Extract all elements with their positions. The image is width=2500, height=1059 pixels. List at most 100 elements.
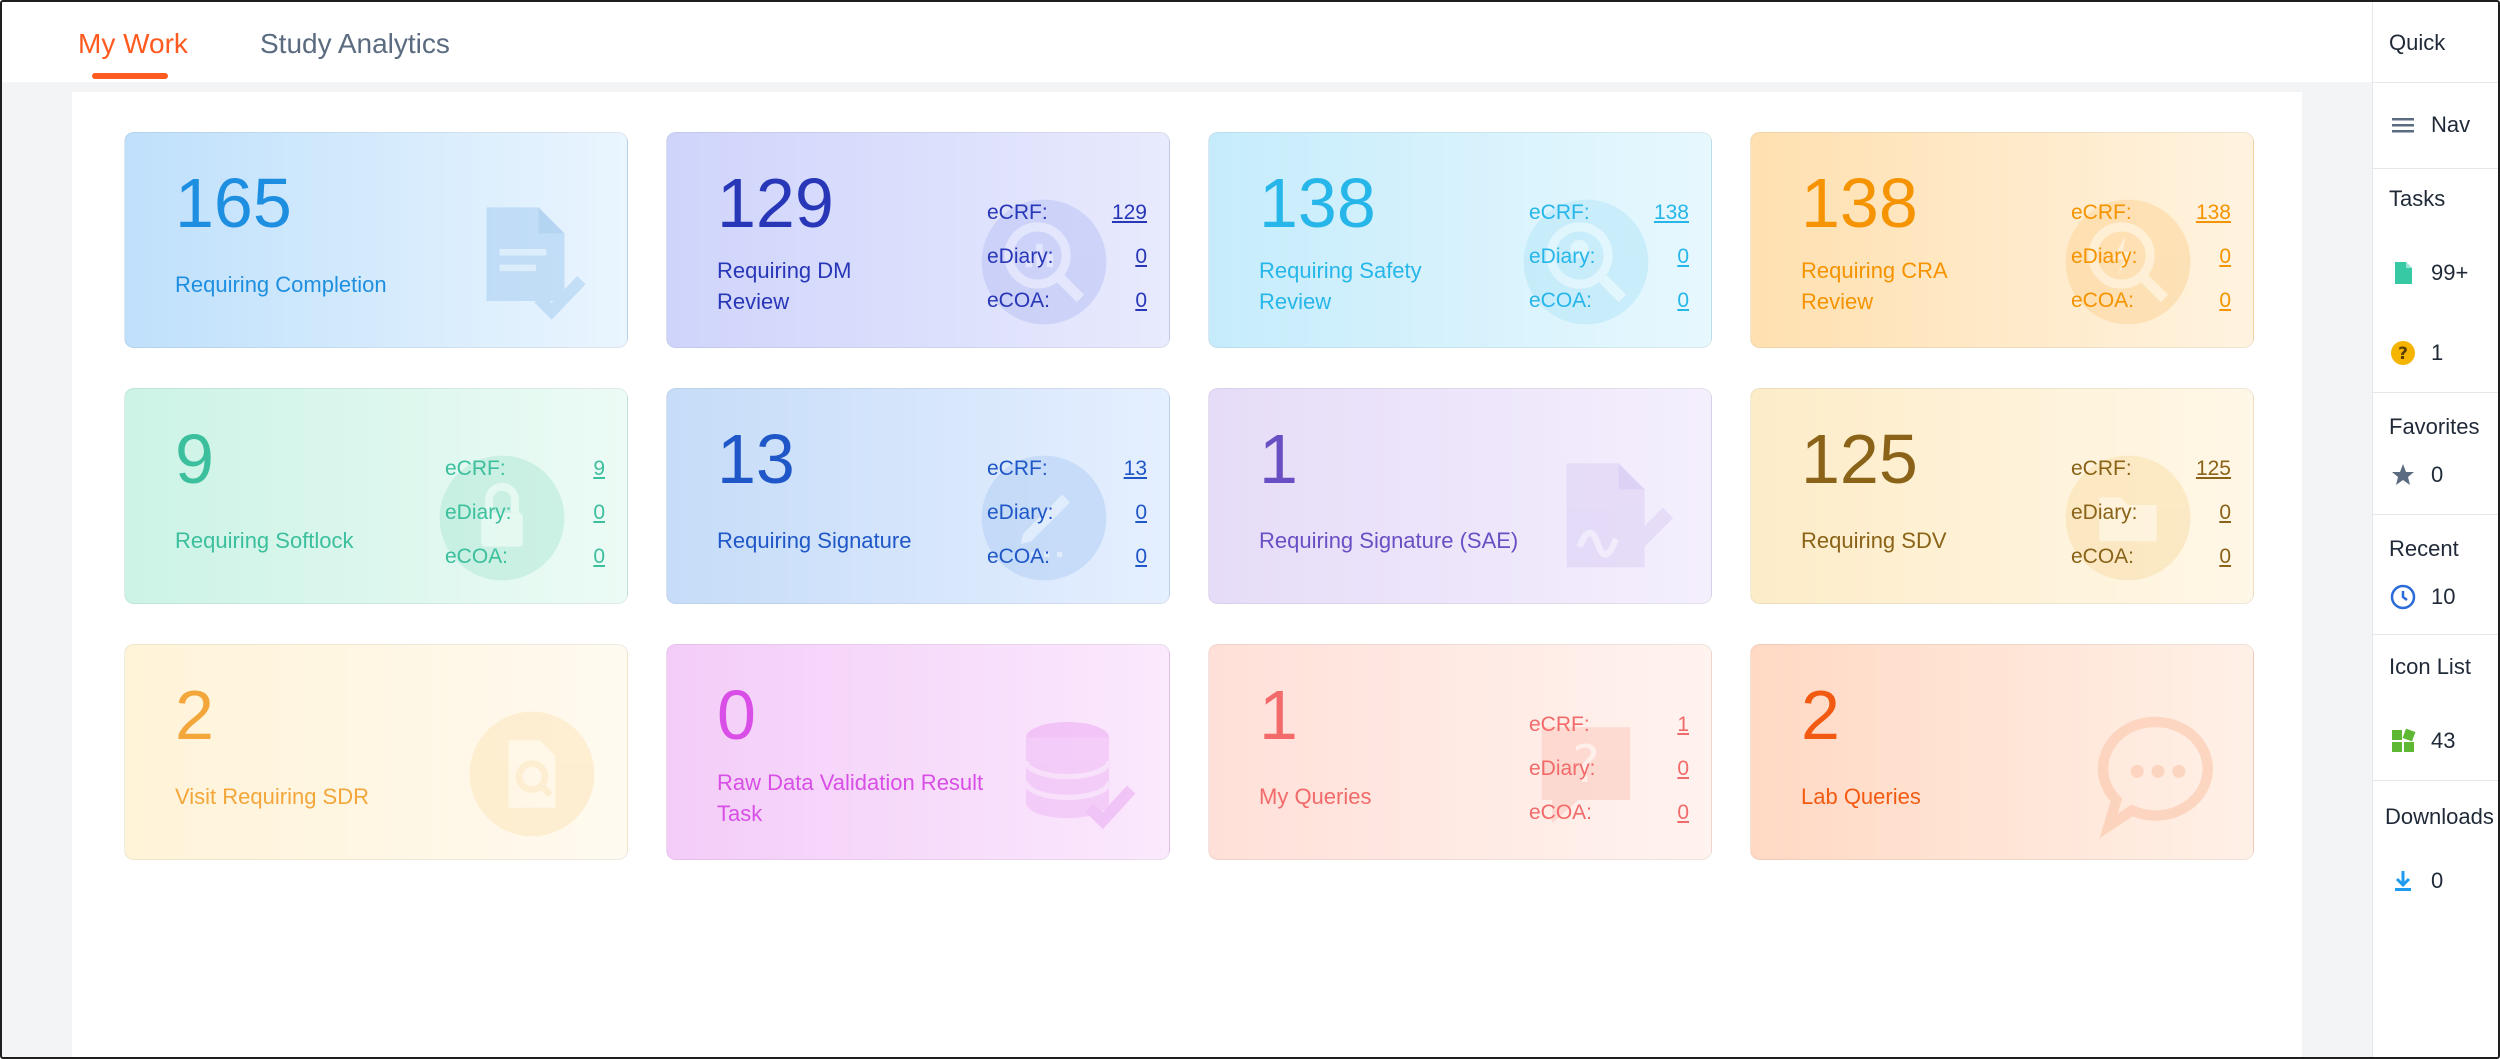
ediary-label: eDiary: bbox=[1529, 757, 1596, 780]
ecoa-count-link[interactable]: 0 bbox=[1677, 289, 1689, 312]
card-visit-requiring-sdr[interactable]: 2 Visit Requiring SDR bbox=[124, 644, 628, 860]
card-requiring-softlock[interactable]: 9 Requiring Softlock eCRF: 9 eDiary: 0 eCO… bbox=[124, 388, 628, 604]
ediary-label: eDiary: bbox=[987, 501, 1054, 524]
tasks-questions-count: 1 bbox=[2431, 340, 2444, 365]
ecoa-label: eCOA: bbox=[987, 289, 1051, 312]
ediary-count-link[interactable]: 0 bbox=[2219, 245, 2231, 268]
divider bbox=[2373, 82, 2498, 83]
ediary-label: eDiary: bbox=[2071, 501, 2138, 524]
ediary-count-link[interactable]: 0 bbox=[1135, 501, 1147, 524]
favorites-title: Favorites bbox=[2389, 414, 2480, 439]
ediary-count-link[interactable]: 0 bbox=[1135, 245, 1147, 268]
tasks-title: Tasks bbox=[2389, 186, 2446, 211]
ecrf-count-link[interactable]: 138 bbox=[1653, 201, 1689, 224]
menu-icon bbox=[2392, 118, 2414, 133]
nav-menu-button[interactable]: Nav bbox=[2389, 108, 2470, 142]
document-check-icon bbox=[486, 207, 586, 320]
card-count: 0 bbox=[717, 676, 756, 754]
quick-nav-panel: Quick Nav Tasks 99+ ? 1 Favorites bbox=[2372, 2, 2498, 1057]
question-icon: ? bbox=[2391, 341, 2415, 365]
active-tab-indicator bbox=[92, 73, 168, 79]
card-raw-data-validation[interactable]: 0 Raw Data Validation Result Task bbox=[666, 644, 1170, 860]
ediary-label: eDiary: bbox=[2071, 245, 2138, 268]
card-lab-queries[interactable]: 2 Lab Queries bbox=[1750, 644, 2254, 860]
card-requiring-signature-sae[interactable]: 1 Requiring Signature (SAE) bbox=[1208, 388, 1712, 604]
ecoa-label: eCOA: bbox=[987, 545, 1051, 568]
database-check-icon bbox=[1023, 722, 1136, 830]
card-requiring-sdv[interactable]: 125 Requiring SDV eCRF: 125 eDiary: 0 eCOA… bbox=[1750, 388, 2254, 604]
tab-study-analytics[interactable]: Study Analytics bbox=[260, 28, 450, 59]
ediary-count-link[interactable]: 0 bbox=[1677, 757, 1689, 780]
star-icon bbox=[2392, 464, 2414, 485]
ecoa-label: eCOA: bbox=[1529, 801, 1593, 824]
ediary-count-link[interactable]: 0 bbox=[593, 501, 605, 524]
card-label: Requiring Signature bbox=[717, 528, 912, 553]
card-count: 9 bbox=[175, 420, 214, 498]
tasks-documents-button[interactable]: 99+ bbox=[2389, 256, 2468, 290]
card-count: 2 bbox=[1801, 676, 1840, 754]
breakdown-list: eCRF: 138 eDiary: 0 eCOA: 0 bbox=[2071, 201, 2231, 333]
divider bbox=[2373, 392, 2498, 393]
card-label: Lab Queries bbox=[1801, 784, 1921, 809]
ecoa-count-link[interactable]: 0 bbox=[1677, 801, 1689, 824]
divider bbox=[2373, 168, 2498, 169]
ecrf-count-link[interactable]: 125 bbox=[2195, 457, 2231, 480]
ecoa-count-link[interactable]: 0 bbox=[1135, 289, 1147, 312]
tasks-documents-count: 99+ bbox=[2431, 260, 2469, 285]
card-label: Requiring Completion bbox=[175, 272, 387, 297]
divider bbox=[2373, 514, 2498, 515]
ecrf-count-link[interactable]: 9 bbox=[593, 457, 605, 480]
breakdown-list: eCRF: 9 eDiary: 0 eCOA: 0 bbox=[445, 457, 605, 589]
card-my-queries[interactable]: 1 My Queries ? eCRF: 1 eDiary: 0 eCOA: 0 bbox=[1208, 644, 1712, 860]
card-count: 129 bbox=[717, 164, 834, 242]
card-count: 125 bbox=[1801, 420, 1918, 498]
ecrf-count-link[interactable]: 138 bbox=[2195, 201, 2231, 224]
card-count: 138 bbox=[1801, 164, 1918, 242]
ediary-count-link[interactable]: 0 bbox=[1677, 245, 1689, 268]
card-label: Requiring CRA Review bbox=[1801, 258, 1947, 314]
tasks-questions-button[interactable]: ? 1 bbox=[2389, 336, 2443, 370]
folder-icon bbox=[2065, 455, 2191, 581]
card-count: 13 bbox=[717, 420, 795, 498]
card-requiring-safety-review[interactable]: 138 Requiring Safety Review eCRF: 138 eDi… bbox=[1208, 132, 1712, 348]
ecoa-count-link[interactable]: 0 bbox=[1135, 545, 1147, 568]
quick-nav-title: Quick bbox=[2389, 30, 2446, 55]
icon-list-count: 43 bbox=[2431, 728, 2456, 753]
ecrf-label: eCRF: bbox=[2071, 201, 2132, 224]
ecrf-count-link[interactable]: 1 bbox=[1677, 713, 1689, 736]
card-count: 138 bbox=[1259, 164, 1376, 242]
card-count: 165 bbox=[175, 164, 292, 242]
document-icon bbox=[2395, 262, 2412, 284]
grid-icon bbox=[2392, 728, 2416, 752]
nav-label: Nav bbox=[2431, 112, 2471, 137]
ecrf-count-link[interactable]: 129 bbox=[1111, 201, 1147, 224]
card-label: Requiring DM Review bbox=[717, 258, 852, 314]
favorites-button[interactable]: 0 bbox=[2389, 458, 2443, 492]
card-count: 1 bbox=[1259, 420, 1298, 498]
downloads-title: Downloads bbox=[2385, 804, 2494, 829]
favorites-count: 0 bbox=[2431, 462, 2444, 487]
ecrf-label: eCRF: bbox=[445, 457, 506, 480]
downloads-button[interactable]: 0 bbox=[2389, 864, 2443, 898]
icon-list-button[interactable]: 43 bbox=[2389, 724, 2455, 758]
card-requiring-cra-review[interactable]: 138 Requiring CRA Review eCRF: 138 eDiary… bbox=[1750, 132, 2254, 348]
divider bbox=[2373, 780, 2498, 781]
card-label: My Queries bbox=[1259, 784, 1372, 809]
ecoa-count-link[interactable]: 0 bbox=[2219, 289, 2231, 312]
card-requiring-dm-review[interactable]: 129 Requiring DM Review eCRF: 129 eDiary:… bbox=[666, 132, 1170, 348]
recent-title: Recent bbox=[2389, 536, 2459, 561]
ecrf-count-link[interactable]: 13 bbox=[1123, 457, 1147, 480]
tab-my-work[interactable]: My Work bbox=[78, 28, 188, 59]
card-label: Raw Data Validation Result Task bbox=[717, 770, 984, 826]
card-requiring-completion[interactable]: 165 Requiring Completion bbox=[124, 132, 628, 348]
breakdown-list: eCRF: 129 eDiary: 0 eCOA: 0 bbox=[987, 201, 1147, 333]
ediary-count-link[interactable]: 0 bbox=[2219, 501, 2231, 524]
signature-icon bbox=[1566, 463, 1674, 568]
recent-button[interactable]: 10 bbox=[2389, 580, 2455, 614]
card-requiring-signature[interactable]: 13 Requiring Signature eCRF: 13 eDiary: 0 … bbox=[666, 388, 1170, 604]
ecoa-count-link[interactable]: 0 bbox=[2219, 545, 2231, 568]
clock-icon bbox=[2390, 584, 2416, 610]
search-person-icon bbox=[1523, 199, 1649, 325]
ecoa-count-link[interactable]: 0 bbox=[593, 545, 605, 568]
